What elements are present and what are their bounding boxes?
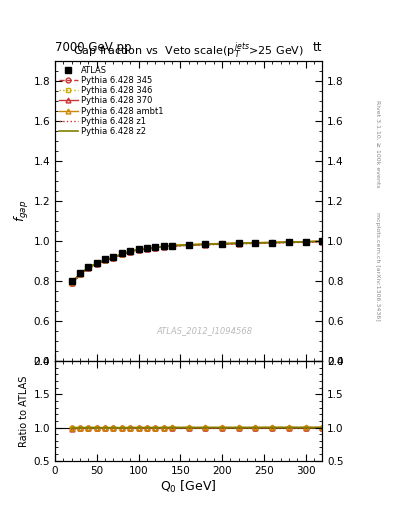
X-axis label: Q$_0$ [GeV]: Q$_0$ [GeV] — [160, 478, 217, 495]
Text: Rivet 3.1.10, ≥ 100k events: Rivet 3.1.10, ≥ 100k events — [375, 99, 380, 187]
Text: mcplots.cern.ch [arXiv:1306.3436]: mcplots.cern.ch [arXiv:1306.3436] — [375, 212, 380, 321]
Y-axis label: $f_{gap}$: $f_{gap}$ — [13, 200, 31, 222]
Text: ATLAS_2012_I1094568: ATLAS_2012_I1094568 — [157, 327, 253, 335]
Text: 7000 GeV pp: 7000 GeV pp — [55, 41, 132, 54]
Legend: ATLAS, Pythia 6.428 345, Pythia 6.428 346, Pythia 6.428 370, Pythia 6.428 ambt1,: ATLAS, Pythia 6.428 345, Pythia 6.428 34… — [57, 64, 165, 138]
Text: tt: tt — [313, 41, 322, 54]
Title: Gap fraction vs  Veto scale(p$_T^{jets}$>25 GeV): Gap fraction vs Veto scale(p$_T^{jets}$>… — [73, 40, 304, 61]
Y-axis label: Ratio to ATLAS: Ratio to ATLAS — [19, 375, 29, 446]
